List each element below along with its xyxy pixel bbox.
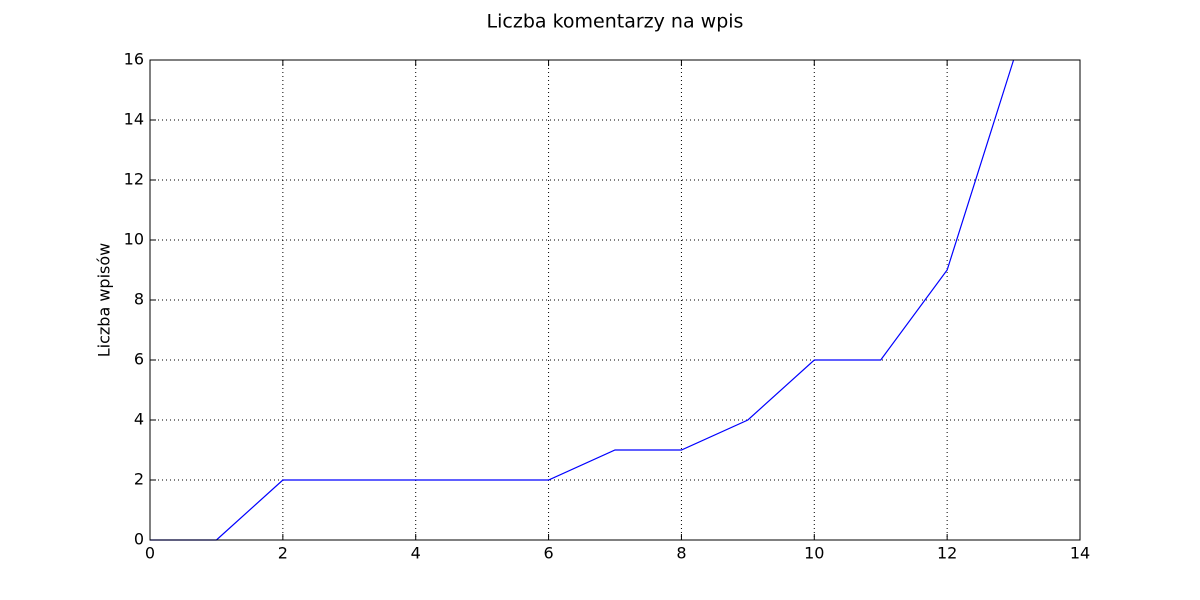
- y-tick-label: 10: [124, 230, 144, 249]
- y-tick-label: 8: [134, 290, 144, 309]
- data-line: [150, 59, 1015, 541]
- y-tick-label: 16: [124, 50, 144, 69]
- x-tick-label: 6: [543, 544, 553, 563]
- x-tick-label: 4: [411, 544, 421, 563]
- y-tick-label: 2: [134, 470, 144, 489]
- x-tick-label: 0: [145, 544, 155, 563]
- x-tick-label: 14: [1070, 544, 1090, 563]
- y-tick-label: 6: [134, 350, 144, 369]
- y-tick-label: 4: [134, 410, 144, 429]
- y-tick-label: 14: [124, 110, 144, 129]
- x-tick-label: 2: [278, 544, 288, 563]
- y-axis-label: Liczba wpisów: [95, 243, 114, 358]
- x-tick-label: 8: [676, 544, 686, 563]
- plot-frame: [149, 59, 1081, 541]
- x-tick-label: 12: [937, 544, 957, 563]
- y-tick-label: 0: [134, 530, 144, 549]
- y-tick-label: 12: [124, 170, 144, 189]
- x-tick-label: 10: [804, 544, 824, 563]
- chart-title: Liczba komentarzy na wpis: [487, 11, 744, 33]
